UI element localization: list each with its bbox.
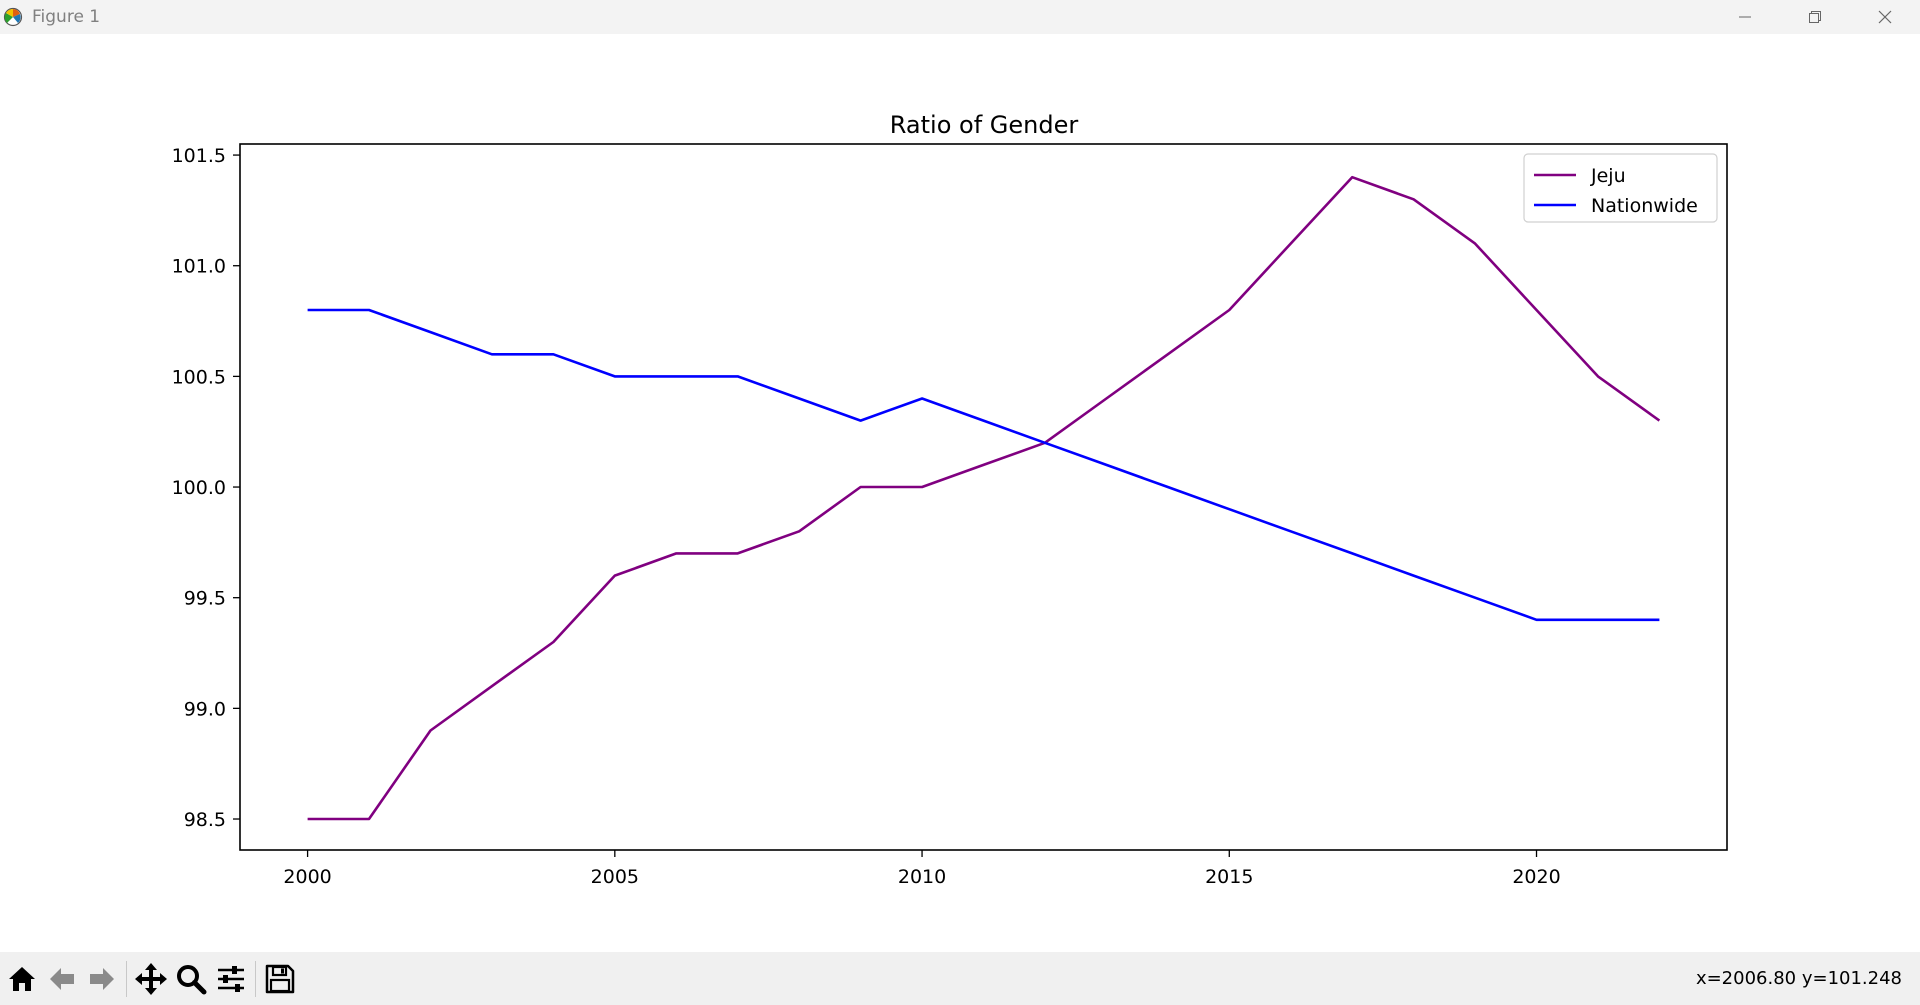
- back-button[interactable]: [42, 959, 82, 999]
- restore-button[interactable]: [1780, 0, 1850, 34]
- forward-arrow-icon: [90, 967, 114, 990]
- y-tick-label: 100.0: [172, 477, 226, 499]
- zoom-icon: [177, 964, 207, 994]
- chart: Ratio of Gender 2000 2005 2010 2015 2020 98.5…: [172, 111, 1728, 888]
- save-icon: [265, 964, 295, 993]
- series-line-nationwide: [307, 308, 1660, 622]
- save-button[interactable]: [260, 959, 300, 999]
- toolbar-separator: [126, 960, 127, 997]
- close-button[interactable]: [1850, 0, 1920, 34]
- y-tick-label: 98.5: [184, 809, 226, 831]
- pan-button[interactable]: [131, 959, 171, 999]
- y-tick-label: 100.5: [172, 366, 226, 388]
- y-tick-label: 99.5: [184, 588, 226, 610]
- minimize-button[interactable]: [1710, 0, 1780, 34]
- restore-icon: [1809, 11, 1821, 23]
- legend-label-jeju: Jeju: [1590, 165, 1626, 187]
- x-tick-label: 2000: [283, 866, 331, 888]
- y-tick-label: 101.5: [172, 145, 226, 167]
- y-tick-label: 101.0: [172, 256, 226, 278]
- x-tick-label: 2010: [898, 866, 946, 888]
- x-tick-label: 2020: [1512, 866, 1560, 888]
- matplotlib-logo-icon: [2, 6, 24, 28]
- zoom-button[interactable]: [171, 959, 211, 999]
- window-controls: [1710, 0, 1920, 34]
- axes-frame: [239, 143, 1728, 851]
- series-line-jeju: [307, 175, 1661, 821]
- cursor-coordinates: x=2006.80 y=101.248: [1695, 968, 1902, 989]
- x-tick-label: 2005: [591, 866, 639, 888]
- pan-icon: [135, 962, 167, 995]
- close-icon: [1878, 10, 1892, 24]
- back-arrow-icon: [50, 967, 74, 990]
- x-tick-label: 2015: [1205, 866, 1253, 888]
- forward-button[interactable]: [82, 959, 122, 999]
- y-tick-label: 99.0: [184, 698, 226, 720]
- toolbar-separator: [255, 960, 256, 997]
- home-button[interactable]: [2, 959, 42, 999]
- navigation-toolbar: x=2006.80 y=101.248: [0, 952, 1920, 1005]
- chart-title: Ratio of Gender: [890, 111, 1079, 139]
- configure-subplots-icon: [218, 965, 244, 992]
- minimize-icon: [1739, 16, 1751, 18]
- title-bar: Figure 1: [0, 0, 1920, 34]
- legend-label-nationwide: Nationwide: [1591, 195, 1698, 217]
- configure-subplots-button[interactable]: [211, 959, 251, 999]
- home-icon: [9, 966, 35, 991]
- window-title: Figure 1: [32, 7, 101, 27]
- legend: Jeju Nationwide: [1523, 153, 1718, 223]
- figure-canvas[interactable]: Ratio of Gender 2000 2005 2010 2015 2020 98.5…: [0, 34, 1920, 952]
